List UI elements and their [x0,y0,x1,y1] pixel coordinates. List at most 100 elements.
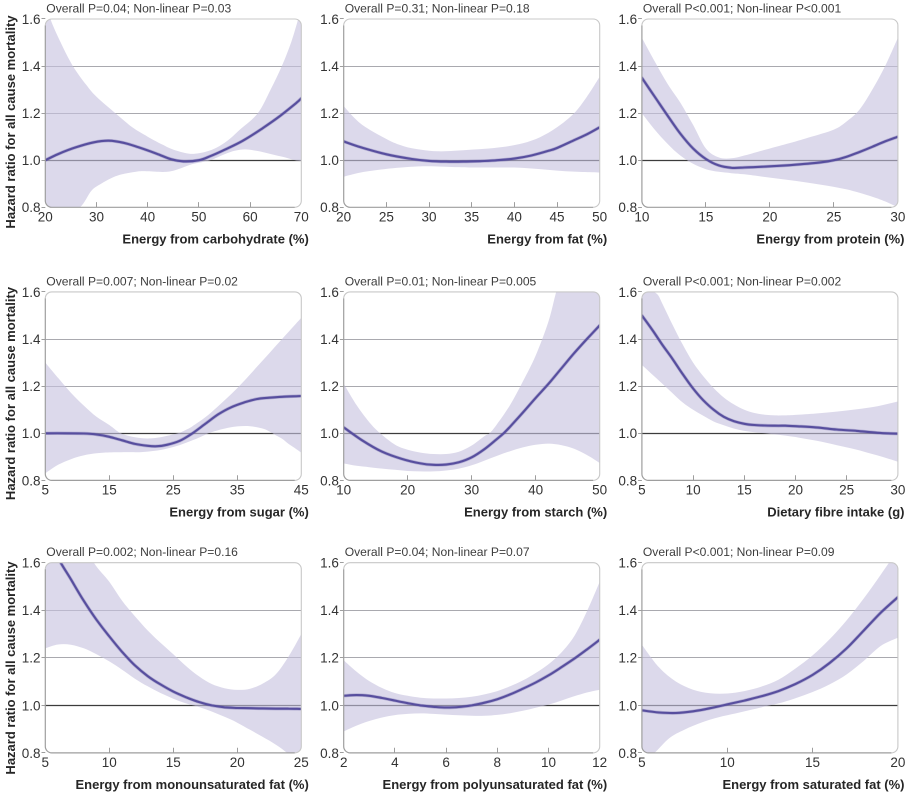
svg-text:1.6: 1.6 [22,285,41,300]
svg-text:20: 20 [788,483,803,498]
svg-text:1.0: 1.0 [22,426,41,441]
svg-text:1.4: 1.4 [618,59,637,74]
svg-text:15: 15 [698,210,713,225]
svg-text:1.4: 1.4 [22,59,41,74]
svg-text:20: 20 [400,483,415,498]
svg-text:10: 10 [541,755,556,770]
svg-text:1.2: 1.2 [320,106,339,121]
svg-text:1.6: 1.6 [320,285,339,300]
svg-text:5: 5 [638,755,646,770]
svg-text:10: 10 [336,483,351,498]
svg-text:0.8: 0.8 [320,473,339,488]
svg-text:15: 15 [102,483,117,498]
svg-text:1.0: 1.0 [320,698,339,713]
svg-text:1.0: 1.0 [618,426,637,441]
svg-text:20: 20 [38,210,53,225]
svg-text:6: 6 [442,755,450,770]
svg-text:Overall P=0.04; Non-linear P=0: Overall P=0.04; Non-linear P=0.07 [345,545,530,559]
svg-text:30: 30 [422,210,437,225]
svg-text:1.6: 1.6 [22,12,41,27]
svg-text:60: 60 [243,210,258,225]
svg-text:4: 4 [391,755,399,770]
svg-text:50: 50 [592,210,607,225]
svg-text:5: 5 [42,483,50,498]
svg-text:5: 5 [638,483,646,498]
svg-text:Hazard ratio for all cause mor: Hazard ratio for all cause mortality [3,15,18,229]
svg-text:30: 30 [89,210,104,225]
svg-text:1.2: 1.2 [618,379,637,394]
svg-text:20: 20 [762,210,777,225]
svg-text:1.4: 1.4 [618,603,637,618]
svg-text:1.6: 1.6 [618,556,637,571]
svg-text:0.8: 0.8 [320,200,339,215]
svg-text:1.4: 1.4 [22,603,41,618]
svg-text:1.2: 1.2 [320,651,339,666]
svg-text:1.2: 1.2 [22,379,41,394]
svg-text:0.8: 0.8 [22,473,41,488]
svg-text:1.4: 1.4 [320,603,339,618]
svg-text:10: 10 [686,483,701,498]
svg-text:1.0: 1.0 [320,426,339,441]
svg-text:8: 8 [494,755,502,770]
svg-text:Hazard ratio for all cause mor: Hazard ratio for all cause mortality [3,286,18,500]
svg-text:15: 15 [737,483,752,498]
svg-text:1.4: 1.4 [618,332,637,347]
svg-text:40: 40 [140,210,155,225]
svg-text:1.0: 1.0 [618,698,637,713]
svg-text:Overall P=0.01; Non-linear P=0: Overall P=0.01; Non-linear P=0.005 [345,274,537,288]
svg-text:1.4: 1.4 [320,59,339,74]
svg-text:20: 20 [336,210,351,225]
svg-text:35: 35 [230,483,245,498]
svg-text:10: 10 [634,210,649,225]
svg-text:1.0: 1.0 [618,153,637,168]
svg-text:Energy from carbohydrate (%): Energy from carbohydrate (%) [122,232,308,247]
svg-text:Hazard ratio for all cause mor: Hazard ratio for all cause mortality [3,561,18,775]
svg-text:50: 50 [592,483,607,498]
svg-text:0.8: 0.8 [618,200,637,215]
svg-text:70: 70 [294,210,309,225]
svg-text:1.0: 1.0 [22,698,41,713]
svg-text:10: 10 [102,755,117,770]
svg-text:0.8: 0.8 [320,746,339,761]
svg-text:Energy from sugar (%): Energy from sugar (%) [169,505,308,520]
svg-text:5: 5 [42,755,50,770]
svg-text:Overall P=0.002; Non-linear P=: Overall P=0.002; Non-linear P=0.16 [46,545,238,559]
svg-text:25: 25 [379,210,394,225]
svg-text:Overall P<0.001; Non-linear P=: Overall P<0.001; Non-linear P=0.002 [643,274,842,288]
svg-text:45: 45 [294,483,309,498]
svg-text:30: 30 [890,210,905,225]
svg-text:1.0: 1.0 [320,153,339,168]
svg-text:0.8: 0.8 [22,746,41,761]
svg-text:12: 12 [592,755,607,770]
svg-text:45: 45 [550,210,565,225]
svg-text:1.2: 1.2 [618,106,637,121]
svg-text:Overall P<0.001; Non-linear P<: Overall P<0.001; Non-linear P<0.001 [643,2,842,16]
svg-text:20: 20 [230,755,245,770]
svg-text:10: 10 [720,755,735,770]
svg-text:15: 15 [166,755,181,770]
svg-text:Energy from saturated fat (%): Energy from saturated fat (%) [722,777,904,792]
svg-text:35: 35 [464,210,479,225]
svg-text:1.6: 1.6 [618,12,637,27]
svg-text:1.4: 1.4 [22,332,41,347]
svg-text:1.0: 1.0 [22,153,41,168]
svg-text:0.8: 0.8 [618,473,637,488]
svg-text:0.8: 0.8 [22,200,41,215]
svg-text:Energy from protein (%): Energy from protein (%) [756,232,904,247]
svg-text:1.6: 1.6 [22,556,41,571]
svg-text:Overall P=0.04; Non-linear P=0: Overall P=0.04; Non-linear P=0.03 [46,2,231,16]
svg-text:1.6: 1.6 [320,556,339,571]
svg-text:Overall P=0.007; Non-linear P=: Overall P=0.007; Non-linear P=0.02 [46,274,238,288]
svg-text:25: 25 [294,755,309,770]
svg-text:40: 40 [507,210,522,225]
svg-text:1.2: 1.2 [22,106,41,121]
svg-text:25: 25 [166,483,181,498]
svg-text:Energy from fat (%): Energy from fat (%) [487,232,607,247]
svg-text:1.6: 1.6 [618,285,637,300]
svg-text:1.2: 1.2 [22,651,41,666]
svg-text:Energy from monounsaturated fa: Energy from monounsaturated fat (%) [76,777,309,792]
svg-text:30: 30 [890,483,905,498]
svg-text:40: 40 [528,483,543,498]
svg-text:1.4: 1.4 [320,332,339,347]
svg-text:50: 50 [191,210,206,225]
